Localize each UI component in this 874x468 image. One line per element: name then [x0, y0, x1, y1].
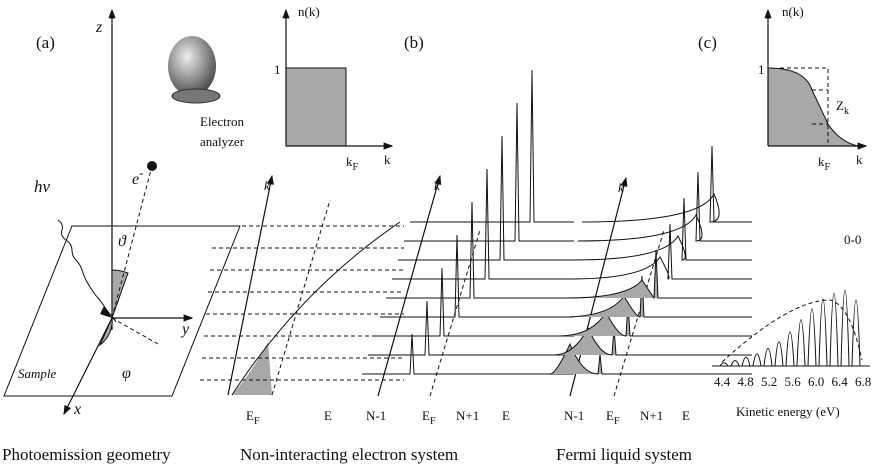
- analyzer: [168, 36, 216, 96]
- spectrum: [582, 146, 752, 222]
- peak-label: 0-0: [844, 232, 861, 247]
- analyzer-label: analyzer: [200, 134, 245, 149]
- axis-label: k: [264, 178, 270, 193]
- peak: [764, 348, 772, 366]
- peak: [753, 354, 761, 366]
- spectrum: [392, 169, 574, 279]
- photon: [58, 220, 116, 322]
- figure: (a) z Sample y x e- hν ϑ φ Electron anal…: [0, 0, 874, 468]
- peak: [786, 332, 794, 366]
- tick-label: 1: [758, 62, 765, 77]
- peak: [841, 290, 849, 366]
- caption: Photoemission geometry: [2, 445, 171, 464]
- x-axis: [64, 318, 112, 414]
- spectrum: [404, 103, 574, 241]
- axis-label: N-1: [366, 408, 386, 423]
- caption: Fermi liquid system: [556, 445, 692, 464]
- sample-label: Sample: [18, 366, 57, 381]
- peak: [819, 299, 827, 366]
- axis-label: N+1: [456, 408, 479, 423]
- tick-label: kF: [346, 154, 359, 173]
- filled-states: [232, 342, 272, 395]
- caption: Non-interacting electron system: [240, 445, 458, 464]
- axis-label: k: [856, 152, 863, 167]
- tick-label: 5.6: [785, 374, 802, 389]
- peak: [808, 309, 816, 366]
- axis-label: k: [384, 152, 391, 167]
- spectrum: [570, 224, 752, 279]
- axis-label: n(k): [782, 4, 804, 19]
- tick-label: 6.0: [808, 374, 824, 389]
- spectrum: [410, 70, 574, 222]
- panel-b: (b) k N-1 EF N+1 E: [362, 33, 574, 427]
- photon-arrow: [100, 306, 112, 318]
- panel-a: (a) z Sample y x e- hν ϑ φ Electron anal…: [2, 10, 245, 464]
- panel-label: (b): [404, 33, 424, 52]
- spectrum: [380, 235, 574, 317]
- theta-label: ϑ: [118, 233, 127, 250]
- zk-label: Zk: [836, 98, 849, 117]
- axis-label: E: [324, 408, 332, 423]
- axis-label: k: [434, 178, 440, 193]
- axis-label: N+1: [640, 408, 663, 423]
- axis-label: EF: [246, 408, 260, 427]
- axis-label: z: [95, 19, 103, 36]
- peak: [775, 342, 783, 366]
- fermi-liquid-panel: k N-1 EF N+1 E Fermi liquid system: [550, 146, 752, 464]
- peak: [852, 300, 860, 366]
- axis-label: y: [180, 321, 190, 338]
- spectrum: [368, 301, 574, 355]
- tick-label: 4.8: [738, 374, 754, 389]
- axis-label: x: [73, 401, 81, 418]
- axis-label: k: [618, 180, 624, 195]
- panel-label: (a): [36, 33, 55, 52]
- spectrum: [386, 202, 574, 298]
- peak: [797, 320, 805, 366]
- tick-label: 1: [274, 62, 281, 77]
- phi-label: φ: [122, 365, 131, 382]
- tick-label: 5.2: [761, 374, 777, 389]
- axis-label: N-1: [564, 408, 584, 423]
- axis-label: EF: [606, 408, 620, 427]
- axis-label: EF: [422, 408, 436, 427]
- photon-label: hν: [34, 177, 51, 196]
- panel-label: (c): [698, 33, 717, 52]
- panel-c: (c) n(k) 1 Zk kF k 4.4 4.8 5.2 5.6 6.0 6.4 6.8…: [698, 4, 871, 419]
- projection-line: [112, 318, 158, 344]
- axis-label: E: [502, 408, 510, 423]
- axis-label: n(k): [298, 4, 320, 19]
- electron-label: e-: [132, 165, 143, 188]
- axis-title: Kinetic energy (eV): [736, 404, 840, 419]
- analyzer-base: [172, 89, 220, 103]
- spectrum: [574, 198, 752, 260]
- spectrum: [558, 302, 752, 336]
- k-axis: [378, 176, 440, 396]
- fermi-line: [272, 200, 330, 395]
- tick-label: kF: [818, 154, 831, 173]
- spectrum: [578, 172, 752, 241]
- electron: [147, 161, 157, 171]
- occupation: [286, 68, 346, 146]
- tick-label: 4.4: [714, 374, 731, 389]
- noninteracting-panel: k EF E Non-interacting electron system: [200, 176, 458, 464]
- peak: [742, 357, 750, 366]
- tick-label: 6.8: [855, 374, 871, 389]
- analyzer-label: Electron: [200, 114, 245, 129]
- spectrum: [566, 250, 752, 298]
- tick-label: 6.4: [832, 374, 849, 389]
- axis-label: E: [682, 408, 690, 423]
- peak: [830, 293, 838, 366]
- nk-step: n(k) 1 kF k: [274, 4, 392, 173]
- peak: [731, 361, 739, 367]
